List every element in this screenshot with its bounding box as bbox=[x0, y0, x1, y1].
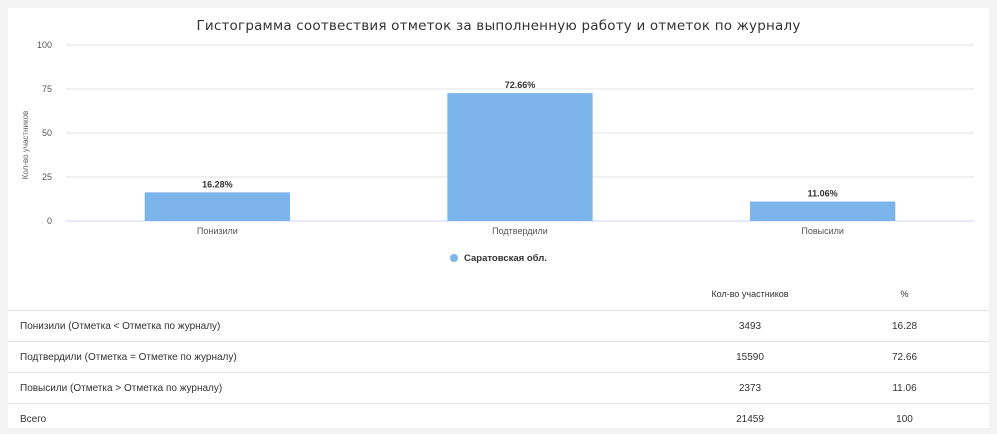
row-count: 21459 bbox=[680, 404, 820, 434]
row-name: Всего bbox=[8, 404, 680, 434]
legend-label: Саратовская обл. bbox=[464, 253, 547, 264]
category-label: Понизили bbox=[197, 226, 238, 236]
y-tick-label: 25 bbox=[42, 172, 52, 182]
header-count: Кол-во участников bbox=[680, 278, 820, 311]
row-count: 2373 bbox=[680, 373, 820, 404]
table-header-row: Кол-во участников % bbox=[8, 278, 989, 311]
table-row: Понизили (Отметка < Отметка по журналу) … bbox=[8, 311, 989, 342]
row-name: Понизили (Отметка < Отметка по журналу) bbox=[8, 311, 680, 342]
data-label: 72.66% bbox=[505, 80, 536, 90]
y-tick-labels: 0 25 50 75 100 bbox=[37, 40, 52, 226]
table-row: Повысили (Отметка > Отметка по журналу) … bbox=[8, 373, 989, 404]
bar[interactable] bbox=[145, 192, 290, 221]
category-labels: Понизили Подтвердили Повысили bbox=[197, 226, 844, 236]
header-name bbox=[8, 278, 680, 311]
bar[interactable] bbox=[750, 202, 895, 221]
y-tick-label: 0 bbox=[47, 216, 52, 226]
row-count: 15590 bbox=[680, 342, 820, 373]
y-tick-label: 50 bbox=[42, 128, 52, 138]
y-tick-label: 100 bbox=[37, 40, 52, 50]
bars bbox=[145, 93, 896, 221]
bar[interactable] bbox=[447, 93, 592, 221]
y-tick-label: 75 bbox=[42, 84, 52, 94]
y-axis-title: Кол-во участников bbox=[21, 111, 30, 180]
row-percent: 11.06 bbox=[820, 373, 989, 404]
category-label: Повысили bbox=[801, 226, 844, 236]
row-name: Подтвердили (Отметка = Отметке по журнал… bbox=[8, 342, 680, 373]
header-percent: % bbox=[820, 278, 989, 311]
table-row-total: Всего 21459 100 bbox=[8, 404, 989, 434]
data-label: 11.06% bbox=[808, 189, 838, 199]
row-percent: 100 bbox=[820, 404, 989, 434]
data-label: 16.28% bbox=[202, 179, 233, 189]
row-percent: 16.28 bbox=[820, 311, 989, 342]
row-count: 3493 bbox=[680, 311, 820, 342]
legend[interactable]: Саратовская обл. bbox=[8, 253, 989, 264]
row-name: Повысили (Отметка > Отметка по журналу) bbox=[8, 373, 680, 404]
table-row: Подтвердили (Отметка = Отметке по журнал… bbox=[8, 342, 989, 373]
row-percent: 72.66 bbox=[820, 342, 989, 373]
chart-panel: Гистограмма соотвествия отметок за выпол… bbox=[8, 8, 989, 428]
category-label: Подтвердили bbox=[492, 226, 548, 236]
legend-marker bbox=[450, 254, 458, 262]
stats-table: Кол-во участников % Понизили (Отметка < … bbox=[8, 278, 989, 434]
